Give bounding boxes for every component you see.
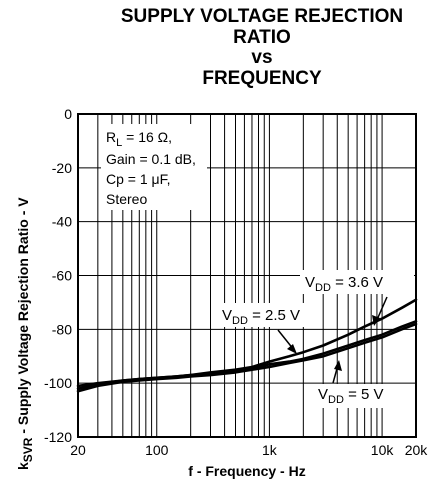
series-label-main: V [305,274,315,291]
y-axis-label-sub: SVR [21,437,35,462]
y-axis-label-rest: - Supply Voltage Rejection Ratio - V [15,197,31,438]
series-label-text: VDD = 5 V [318,386,384,406]
series-layer [76,298,418,393]
x-tick-label: 20k [405,442,429,458]
title-line: vs [251,47,272,68]
series-label-sub: DD [232,315,248,327]
series-label-arrowhead [334,360,342,371]
y-tick-label: -20 [52,160,72,176]
series-label-background [313,384,401,408]
condition-sub: L [116,137,122,149]
chart-title: SUPPLY VOLTAGE REJECTION RATIO vs FREQUE… [121,6,403,89]
title-line: SUPPLY VOLTAGE REJECTION [121,6,403,27]
x-axis-label: f - Frequency - Hz [188,463,305,479]
y-tick-label: -80 [52,321,72,337]
series-label-arrowhead [372,315,380,326]
series-label-sub: DD [315,282,331,294]
series-label-rest: = 3.6 V [331,274,383,291]
title-line: RATIO [233,27,291,48]
series-label-sub: DD [328,394,344,406]
series-label-rest: = 5 V [344,386,384,403]
conditions-box: RL = 16 Ω, Gain = 0.1 dB, Cp = 1 μF, Ste… [101,124,207,210]
x-tick-label: 10k [371,442,395,458]
series-label-background [300,270,414,294]
series-label-main: V [318,386,328,403]
condition-line: Cp = 1 μF, [106,171,170,187]
condition-line: Gain = 0.1 dB, [106,151,196,167]
series-label-main: V [222,307,232,324]
series-line-2 [76,322,418,393]
condition-rest: = 16 Ω, [122,129,172,145]
series-label-2v5: VDD = 2.5 V [218,303,318,354]
condition-line: RL = 16 Ω, [106,129,172,149]
y-tick-label: -120 [44,429,72,445]
x-tick-label: 20 [70,442,86,458]
y-tick-label: -40 [52,214,72,230]
x-tick-label: 100 [145,442,169,458]
plot-frame [77,113,417,438]
conditions-box-background [101,124,207,210]
series-label-background [218,303,318,327]
condition-main: R [106,129,116,145]
condition-line: Stereo [106,191,147,207]
y-tick-label: -100 [44,375,72,391]
series-label-arrowhead [287,344,297,354]
x-tick-labels: 20 100 1k 10k 20k [70,442,428,458]
x-tick-label: 1k [262,442,278,458]
series-label-text: VDD = 3.6 V [305,274,383,294]
series-label-rest: = 2.5 V [248,307,300,324]
series-line-1 [76,319,418,390]
series-label-3v6: VDD = 3.6 V [300,270,414,326]
y-axis-label-prefix: k [15,462,31,470]
y-tick-label: -60 [52,268,72,284]
y-tick-labels: 0 -20 -40 -60 -80 -100 -120 [44,106,72,445]
y-axis-label: kSVR - Supply Voltage Rejection Ratio - … [15,197,35,470]
series-label-5v: VDD = 5 V [313,360,401,408]
title-line: FREQUENCY [202,68,322,89]
series-label-text: VDD = 2.5 V [222,307,300,327]
y-tick-label: 0 [64,106,72,122]
